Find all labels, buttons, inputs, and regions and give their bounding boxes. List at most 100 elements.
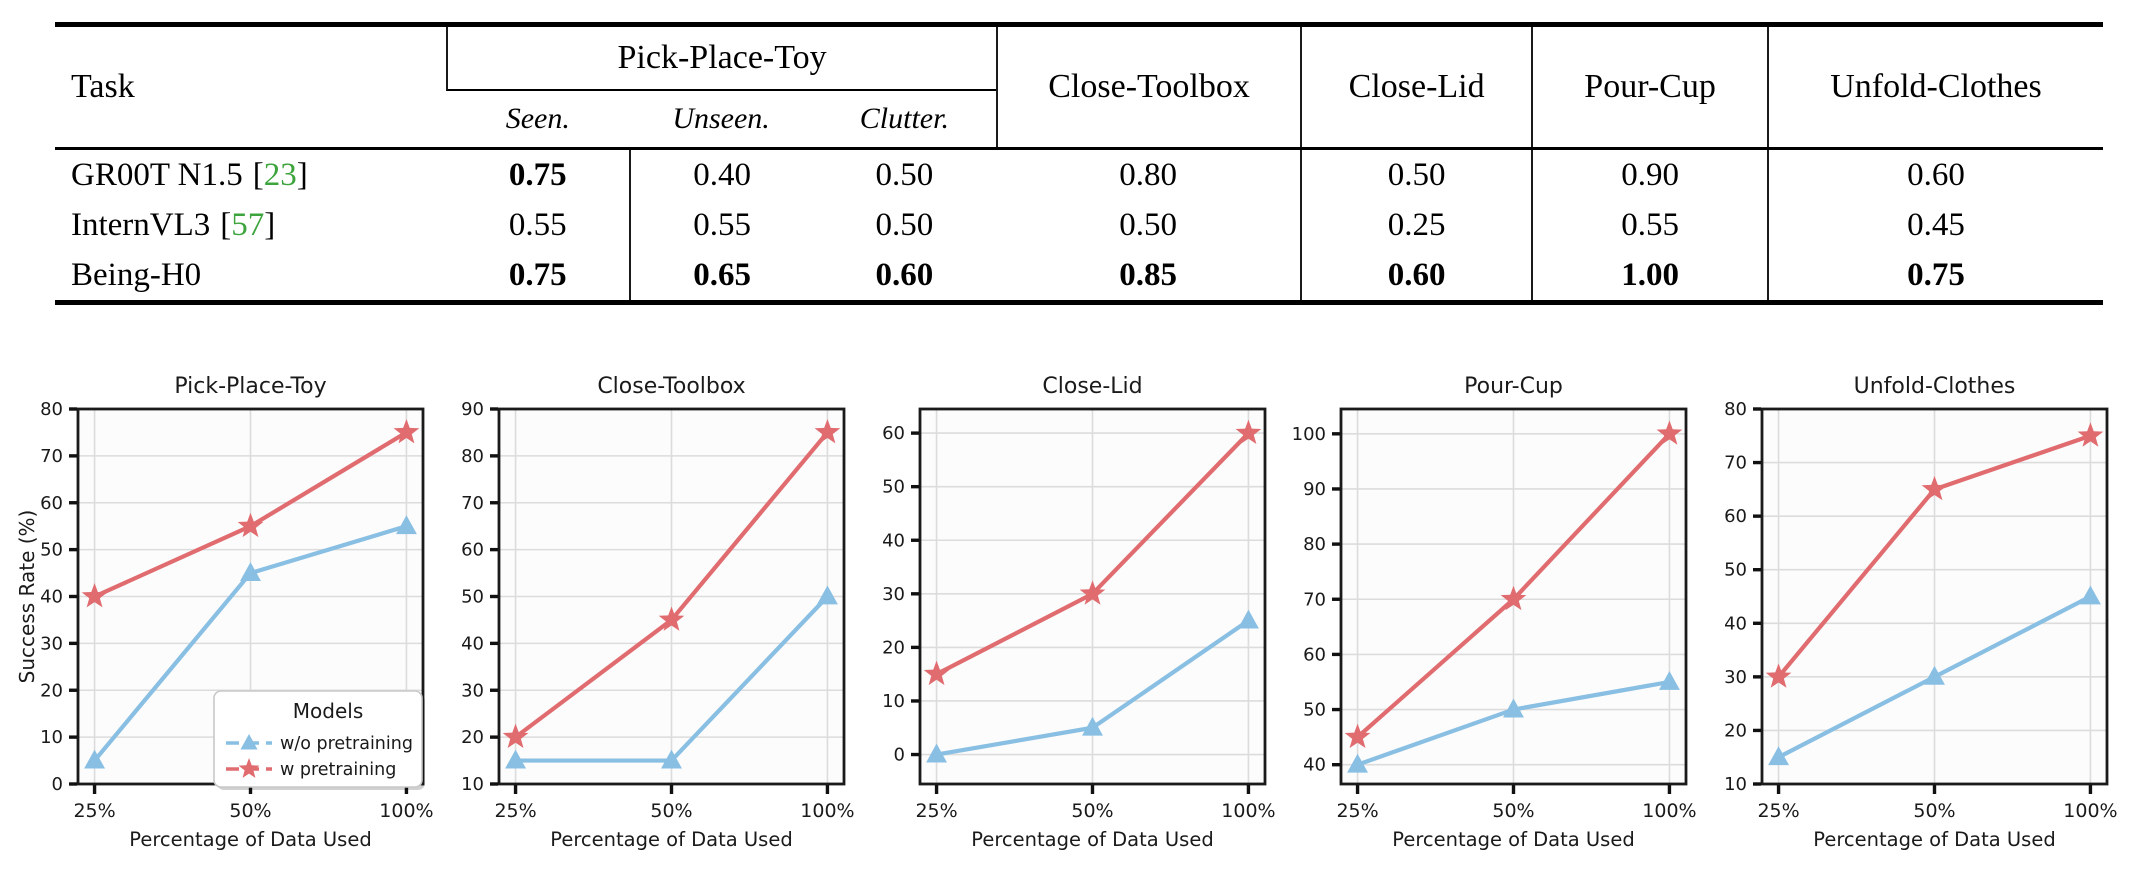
triangle-marker	[926, 743, 948, 763]
table-header-task: Task	[71, 68, 135, 105]
x-tick-label: 100%	[1642, 800, 1696, 822]
chart-svg: 0 10 20 30 40 50 60 70 80 25% 50% 100% Pick-Place-To…	[18, 374, 434, 851]
y-tick-label: 70	[1724, 453, 1747, 474]
star-marker	[1344, 723, 1371, 749]
charts-row: 0 10 20 30 40 50 60 70 80 25% 50% 100% Pick-Place-To…	[0, 361, 2140, 861]
y-tick-label: 20	[1724, 720, 1747, 741]
y-tick-label: 80	[1303, 534, 1326, 555]
x-tick-label: 25%	[1336, 800, 1378, 822]
table-cell: 0.45	[1767, 200, 2103, 250]
x-axis-label: Percentage of Data Used	[971, 828, 1213, 851]
triangle-marker	[2079, 585, 2101, 605]
triangle-marker	[1237, 609, 1259, 629]
table-header-pour-cup: Pour-Cup	[1531, 27, 1767, 147]
star-marker	[81, 583, 108, 608]
star-marker	[2077, 422, 2104, 447]
results-table: Task Pick-Place-Toy Seen. Unseen. Clutte…	[55, 22, 2103, 305]
y-tick-label: 10	[40, 727, 63, 748]
y-tick-label: 40	[40, 587, 63, 608]
triangle-marker	[816, 585, 838, 605]
y-tick-label: 30	[1724, 667, 1747, 688]
axes-frame	[497, 407, 846, 786]
triangle-marker	[1658, 670, 1680, 690]
star-marker	[1235, 419, 1262, 445]
x-tick-label: 50%	[229, 800, 271, 822]
y-tick-label: 10	[461, 774, 484, 795]
x-tick-label: 50%	[1071, 800, 1113, 822]
y-tick-label: 20	[882, 637, 905, 658]
star-marker	[1500, 585, 1527, 611]
y-tick-label: 30	[882, 584, 905, 605]
y-axis-label: Success Rate (%)	[18, 510, 39, 684]
chart-title: Close-Lid	[1042, 374, 1142, 399]
chart-pick-place-toy: 0 10 20 30 40 50 60 70 80 25% 50% 100% Pick-Place-To…	[18, 361, 438, 861]
table-cell: 0.40	[629, 150, 812, 200]
y-tick-label: 0	[52, 774, 63, 795]
triangle-marker	[1082, 716, 1103, 736]
table-cell: 0.60	[1300, 250, 1531, 300]
y-tick-label: 70	[461, 493, 484, 514]
chart-pour-cup: 40 50 60 70 80 90 100 25% 50% 100% Pour-Cup Percent…	[1281, 361, 1701, 861]
x-tick-label: 100%	[379, 800, 433, 822]
triangle-marker	[1924, 665, 1945, 685]
table-cell: 0.60	[875, 256, 934, 293]
chart-svg: 0 10 20 30 40 50 60 25% 50% 100% Close-Lid Percenta…	[882, 374, 1276, 851]
table-cell: 0.85	[1119, 256, 1177, 293]
chart-unfold-clothes: 10 20 30 40 50 60 70 80 25% 50% 100% Unfold-Clothes…	[1702, 361, 2122, 861]
y-tick-label: 30	[461, 680, 484, 701]
y-tick-label: 100	[1292, 424, 1326, 445]
x-tick-label: 50%	[1913, 800, 1955, 822]
star-marker	[393, 418, 420, 444]
table-cell: 0.50	[875, 206, 934, 243]
x-tick-label: 25%	[494, 800, 536, 822]
y-tick-label: 90	[1303, 479, 1326, 500]
x-axis-label: Percentage of Data Used	[550, 828, 792, 851]
triangle-marker	[1503, 698, 1524, 718]
chart-title: Pick-Place-Toy	[174, 374, 326, 399]
table-cell: 0.75	[1767, 250, 2103, 300]
y-tick-label: 40	[461, 633, 484, 654]
x-tick-label: 50%	[1492, 800, 1534, 822]
x-tick-label: 25%	[1757, 800, 1799, 822]
star-marker	[658, 606, 685, 631]
table-cell: 0.65	[629, 250, 812, 300]
table-cell: 1.00	[1531, 250, 1767, 300]
star-marker	[502, 723, 529, 749]
table-cell: 0.25	[1300, 200, 1531, 250]
y-tick-label: 60	[1303, 644, 1326, 665]
y-tick-label: 10	[1724, 774, 1747, 795]
x-axis-label: Percentage of Data Used	[1813, 828, 2055, 851]
table-subheader-unseen: Unseen.	[672, 102, 770, 135]
y-tick-label: 40	[882, 530, 905, 551]
y-tick-label: 20	[40, 680, 63, 701]
chart-svg: 10 20 30 40 50 60 70 80 90 25% 50% 100% Close-Toolbo…	[461, 374, 855, 851]
citation: [57]	[220, 206, 276, 243]
y-tick-label: 60	[461, 540, 484, 561]
table-header-close-toolbox: Close-Toolbox	[996, 27, 1300, 147]
table-cell: 0.75	[508, 256, 567, 293]
y-tick-label: 60	[882, 423, 905, 444]
table-cell: 0.55	[508, 206, 567, 243]
y-tick-label: 60	[1724, 506, 1747, 527]
y-tick-label: 40	[1724, 613, 1747, 634]
y-tick-label: 80	[461, 446, 484, 467]
chart-close-toolbox: 10 20 30 40 50 60 70 80 90 25% 50% 100% Close-Toolbo…	[439, 361, 859, 861]
y-tick-label: 30	[40, 633, 63, 654]
triangle-marker	[395, 515, 417, 535]
table-row-model: Being-H0	[55, 250, 446, 300]
y-tick-label: 40	[1303, 755, 1326, 776]
chart-title: Unfold-Clothes	[1854, 374, 2016, 399]
table-header-close-lid: Close-Lid	[1300, 27, 1531, 147]
legend-entry-label: w/o pretraining	[280, 734, 413, 754]
x-tick-label: 50%	[650, 800, 692, 822]
triangle-marker	[661, 749, 682, 769]
table-cell: 0.50	[1119, 206, 1177, 243]
x-axis-label: Percentage of Data Used	[1392, 828, 1634, 851]
y-tick-label: 50	[40, 540, 63, 561]
table-midrule	[55, 147, 2103, 150]
x-tick-label: 100%	[800, 800, 854, 822]
y-tick-label: 10	[882, 691, 905, 712]
triangle-marker	[240, 734, 258, 750]
table-subheader-seen: Seen.	[505, 102, 570, 135]
legend-box	[213, 690, 423, 788]
